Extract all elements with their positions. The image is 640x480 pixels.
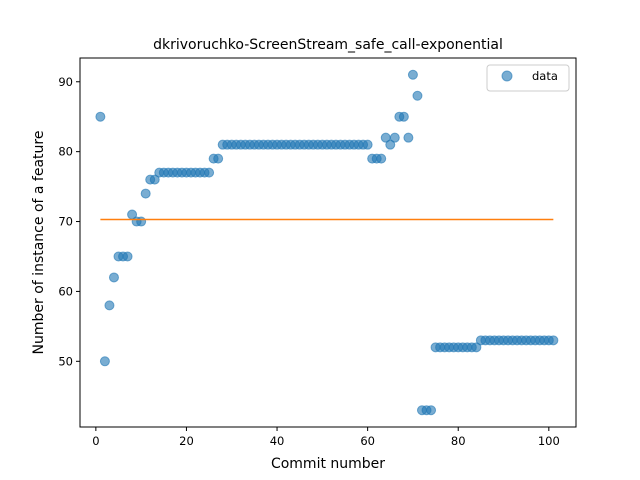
data-point	[104, 300, 115, 311]
data-point	[548, 335, 559, 346]
data-point	[362, 139, 373, 150]
data-point	[412, 90, 423, 101]
data-point	[389, 132, 400, 143]
data-point	[99, 356, 110, 367]
data-point	[376, 153, 387, 164]
x-tick-label: 80	[451, 434, 466, 448]
plot-area	[95, 69, 559, 416]
axes-frame	[79, 57, 577, 428]
data-point	[95, 111, 106, 122]
data-point	[204, 167, 215, 178]
data-point	[213, 153, 224, 164]
data-point	[149, 174, 160, 185]
data-point	[398, 111, 409, 122]
data-point	[385, 139, 396, 150]
data-point	[140, 188, 151, 199]
x-tick-label: 0	[92, 434, 99, 448]
x-tick-label: 60	[360, 434, 375, 448]
data-point	[471, 342, 482, 353]
data-point	[426, 405, 437, 416]
data-point	[122, 251, 133, 262]
x-tick-label: 20	[179, 434, 194, 448]
y-tick-label: 50	[58, 354, 73, 368]
legend: data	[486, 64, 570, 92]
data-point	[403, 132, 414, 143]
y-tick-label: 90	[58, 75, 73, 89]
chart-title: dkrivoruchko-ScreenStream_safe_call-expo…	[153, 37, 503, 53]
y-axis-label: Number of instance of a feature	[31, 131, 47, 355]
y-tick-label: 60	[58, 284, 73, 298]
x-tick-label: 40	[270, 434, 285, 448]
data-point	[407, 69, 418, 80]
legend-marker	[501, 70, 513, 82]
data-point	[136, 216, 147, 227]
y-axis-ticks: 50 60 70 80 90	[58, 75, 80, 368]
y-tick-label: 80	[58, 145, 73, 159]
legend-label-data: data	[532, 69, 558, 83]
x-axis-label: Commit number	[271, 456, 385, 472]
data-point	[108, 272, 119, 283]
x-tick-label: 100	[538, 434, 560, 448]
y-tick-label: 70	[58, 215, 73, 229]
x-axis-ticks: 0 20 40 60 80 100	[92, 427, 560, 448]
